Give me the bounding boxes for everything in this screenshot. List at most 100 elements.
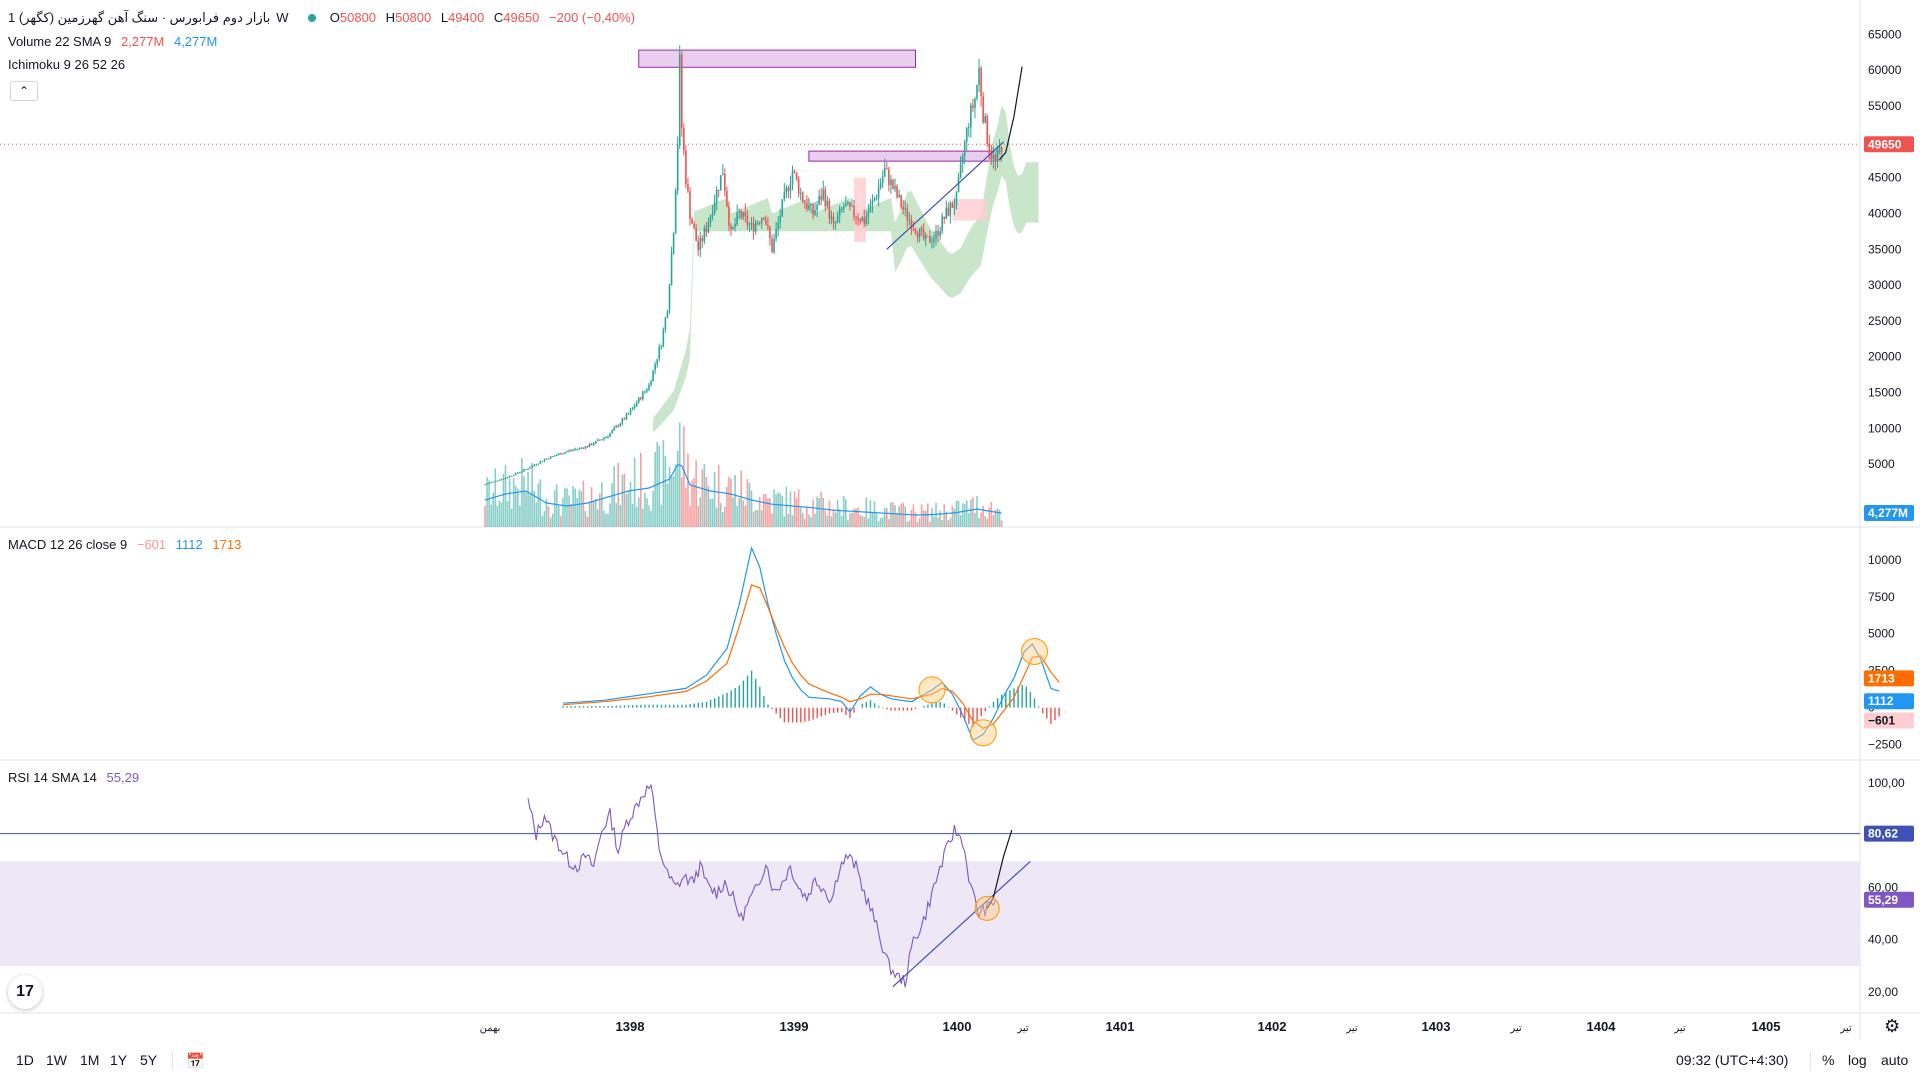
crossover-marker[interactable]: [1021, 637, 1048, 665]
candle-body: [773, 238, 775, 253]
candle-body: [869, 204, 872, 213]
ichimoku-legend[interactable]: Ichimoku 9 26 52 26: [8, 57, 131, 72]
rsi-trendline[interactable]: [892, 860, 1031, 988]
volume-bar: [644, 492, 646, 527]
macd-histogram-bar: [824, 707, 827, 716]
macd-histogram-bar: [906, 707, 909, 711]
macd-histogram-bar: [861, 703, 863, 708]
candle-body: [771, 238, 773, 253]
candle-body: [637, 397, 640, 403]
resistance-zone[interactable]: [638, 49, 916, 68]
candle-body: [886, 168, 888, 170]
go-to-date-icon[interactable]: 📅: [186, 1053, 205, 1070]
candle-body: [508, 475, 511, 478]
macd-histogram-bar: [668, 704, 671, 708]
volume-bar: [734, 475, 736, 527]
macd-pane[interactable]: [562, 546, 1060, 747]
symbol-title[interactable]: بازار دوم فرابورس · سنگ آهن گهرزمین (كگه…: [18, 10, 271, 25]
rsi-pane[interactable]: [0, 783, 1860, 988]
rsi-marker[interactable]: [974, 895, 1000, 921]
volume-bar: [773, 489, 775, 527]
candle-body: [648, 384, 650, 390]
toolbar-divider: [1810, 1052, 1811, 1070]
macd-signal-tag-text: 1713: [1868, 671, 1895, 685]
macd-histogram-bar: [804, 707, 806, 722]
volume-bar: [512, 477, 515, 527]
rsi-legend[interactable]: RSI 14 SMA 14 55,29: [8, 770, 145, 785]
interval-label[interactable]: 1W: [8, 10, 289, 25]
tradingview-logo[interactable]: 17: [8, 975, 42, 1009]
auto-scale-button[interactable]: auto: [1881, 1052, 1909, 1068]
candle-body: [781, 199, 784, 217]
volume-bar: [640, 452, 642, 527]
collapse-legend-button[interactable]: ⌃: [10, 81, 38, 101]
range-5y-button[interactable]: 5Y: [140, 1052, 158, 1068]
volume-bar: [539, 479, 542, 527]
candle-body: [705, 228, 708, 233]
support-trendline[interactable]: [886, 141, 1005, 250]
volume-bar: [750, 490, 753, 527]
range-1m-button[interactable]: 1M: [80, 1052, 100, 1068]
volume-bar: [834, 512, 837, 527]
volume-bar: [883, 507, 886, 527]
range-1w-button[interactable]: 1W: [46, 1052, 67, 1068]
crossover-marker[interactable]: [918, 676, 946, 704]
macd-legend[interactable]: MACD 12 26 close 9 −601 1112 1713: [8, 537, 247, 552]
range-1d-button[interactable]: 1D: [16, 1052, 34, 1068]
candle-body: [674, 190, 677, 234]
volume-bar: [869, 500, 872, 527]
candle-body: [670, 253, 673, 286]
candle-body: [631, 407, 634, 410]
rsi-projection-path[interactable]: [986, 829, 1013, 909]
crossover-marker[interactable]: [969, 719, 997, 747]
settings-gear-icon[interactable]: ⚙: [1884, 1016, 1901, 1036]
log-scale-button[interactable]: log: [1848, 1052, 1867, 1068]
price-pane[interactable]: [0, 45, 1860, 527]
macd-histogram-bar: [779, 707, 781, 718]
ohlc-close: C49650: [493, 10, 540, 25]
volume-bar: [514, 485, 517, 527]
candle-body: [984, 116, 986, 123]
candle-body: [920, 228, 923, 231]
volume-bar: [553, 490, 556, 527]
volume-legend[interactable]: Volume 22 SMA 9 2,277M 4,277M: [8, 34, 223, 49]
candle-body: [961, 155, 964, 164]
macd-histogram-bar: [705, 701, 708, 708]
volume-bar: [699, 497, 702, 527]
volume-bar: [566, 488, 568, 527]
volume-bar: [592, 500, 595, 527]
volume-bar: [654, 451, 656, 527]
candle-body: [668, 285, 671, 312]
volume-bar: [558, 505, 560, 527]
candle-body: [814, 210, 816, 215]
range-1y-button[interactable]: 1Y: [110, 1052, 128, 1068]
volume-bar: [908, 520, 911, 527]
volume-bar: [580, 491, 583, 527]
volume-bar: [789, 491, 792, 527]
volume-bar: [695, 460, 697, 527]
clock-label[interactable]: 09:32 (UTC+4:30): [1676, 1052, 1789, 1068]
macd-histogram-bar: [931, 703, 933, 708]
candle-body: [855, 216, 857, 219]
candle-body: [758, 222, 761, 224]
macd-histogram-bar: [591, 706, 593, 708]
rsi-value: 55,29: [106, 770, 140, 785]
volume-bar: [586, 516, 589, 527]
macd-histogram-bar: [578, 706, 581, 708]
candle-body: [697, 241, 699, 251]
candle-body: [851, 205, 853, 207]
candle-body: [703, 228, 706, 242]
resistance-zone[interactable]: [808, 150, 1003, 162]
volume-bar: [879, 518, 882, 527]
projection-path[interactable]: [999, 66, 1023, 161]
volume-bar: [840, 515, 843, 527]
candle-body: [777, 222, 779, 230]
volume-bar: [974, 513, 976, 527]
candle-body: [824, 189, 827, 207]
volume-bar: [746, 478, 749, 527]
percent-scale-button[interactable]: %: [1822, 1052, 1835, 1068]
price-tick-label: 10000: [1868, 421, 1902, 435]
candle-body: [910, 219, 913, 229]
price-tick-label: 25000: [1868, 314, 1902, 328]
